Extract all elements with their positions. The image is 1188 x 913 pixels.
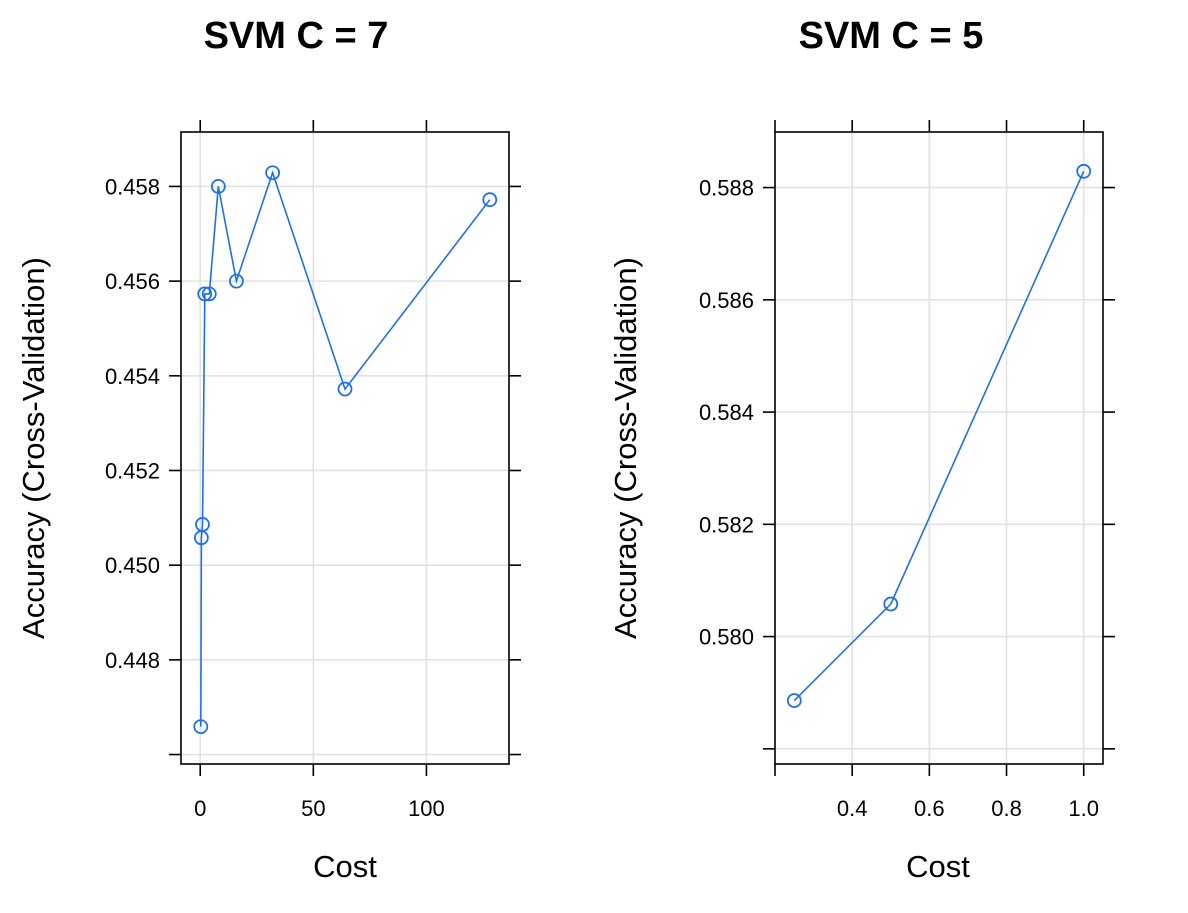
y-tick-label: 0.586 bbox=[699, 288, 754, 313]
y-axis-title: Accuracy (Cross-Validation) bbox=[16, 257, 51, 639]
y-tick-label: 0.582 bbox=[699, 512, 754, 537]
data-point bbox=[197, 286, 213, 302]
y-tick-label: 0.448 bbox=[105, 648, 160, 673]
y-tick-label: 0.580 bbox=[699, 625, 754, 650]
y-tick-label: 0.584 bbox=[699, 400, 754, 425]
chart-panel-svm-c7: SVM C = 7 0 50 100 0.448 0.450 0.452 0.454 0.45… bbox=[16, 15, 521, 884]
plot-frame bbox=[774, 131, 1104, 765]
x-axis-title: Cost bbox=[313, 849, 377, 884]
data-point bbox=[210, 179, 226, 194]
x-tick-label: 100 bbox=[408, 796, 445, 821]
y-axis-title: Accuracy (Cross-Validation) bbox=[608, 257, 643, 639]
data-point bbox=[193, 719, 209, 735]
chart-title: SVM C = 5 bbox=[799, 15, 984, 57]
series-line bbox=[200, 170, 491, 727]
y-tick-label: 0.458 bbox=[105, 174, 160, 199]
data-point bbox=[201, 286, 217, 302]
y-tick-label: 0.450 bbox=[105, 553, 160, 578]
grid-lines bbox=[181, 132, 509, 764]
x-tick-label: 0.4 bbox=[837, 796, 868, 821]
x-tick-label: 1.0 bbox=[1068, 796, 1099, 821]
data-point bbox=[883, 596, 899, 612]
data-point bbox=[482, 192, 498, 208]
series-line bbox=[793, 170, 1085, 702]
x-tick-label: 0.8 bbox=[991, 796, 1022, 821]
y-tick-label: 0.588 bbox=[699, 176, 754, 201]
chart-title: SVM C = 7 bbox=[204, 15, 389, 57]
data-point bbox=[337, 381, 353, 397]
x-tick-label: 0.6 bbox=[914, 796, 945, 821]
axis-ticks: 0.4 0.6 0.8 1.0 0.580 0.582 0.584 0.586 0.588 bbox=[699, 120, 1115, 821]
chart-panel-svm-c5: SVM C = 5 0.4 0.6 0.8 1.0 0.580 0.582 0.584 0.5… bbox=[608, 15, 1115, 884]
x-tick-label: 0 bbox=[194, 796, 206, 821]
y-tick-label: 0.454 bbox=[105, 364, 160, 389]
x-axis-title: Cost bbox=[906, 849, 970, 884]
grid-lines bbox=[774, 132, 1103, 764]
axis-ticks: 0 50 100 0.448 0.450 0.452 0.454 0.456 0.458 bbox=[105, 120, 521, 821]
data-point bbox=[1076, 163, 1092, 179]
data-point bbox=[195, 517, 210, 532]
data-series bbox=[786, 163, 1092, 708]
data-point bbox=[265, 165, 281, 181]
x-tick-label: 50 bbox=[301, 796, 325, 821]
data-series bbox=[193, 165, 498, 735]
data-point bbox=[229, 273, 244, 289]
y-tick-label: 0.452 bbox=[105, 458, 160, 483]
data-point bbox=[786, 693, 802, 708]
y-tick-label: 0.456 bbox=[105, 269, 160, 294]
plot-frame bbox=[180, 131, 510, 765]
